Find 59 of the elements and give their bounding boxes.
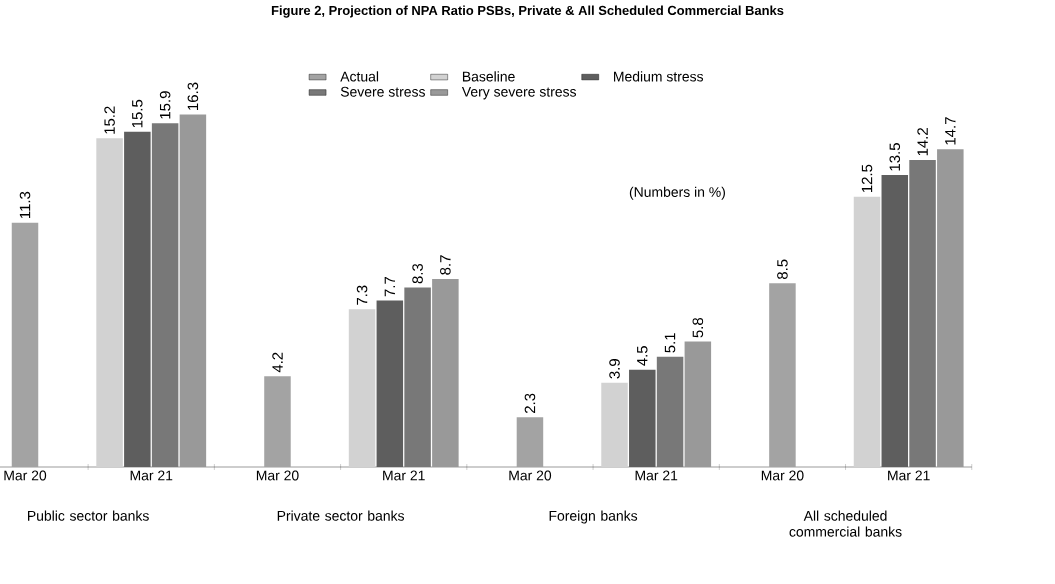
- bar: [629, 369, 656, 467]
- bar: [96, 138, 123, 467]
- data-label: 13.5: [889, 143, 901, 171]
- bar: [376, 300, 404, 467]
- data-label: 3.9: [609, 359, 620, 379]
- bar: [124, 131, 151, 467]
- bar: [432, 278, 459, 467]
- bar: [684, 341, 712, 467]
- bar: [656, 356, 684, 467]
- text: Public sector banks: [28, 510, 149, 521]
- x-tick-label: Mar 21: [888, 470, 930, 481]
- chart-title: Figure 2, Projection of NPA Ratio PSBs, Private & All Scheduled Commercial Banks: [271, 5, 784, 18]
- bar: [516, 417, 544, 467]
- bar: [348, 309, 376, 467]
- data-label: 14.2: [917, 128, 928, 156]
- legend-label: Medium stress: [614, 71, 704, 82]
- x-tick-label: Mar 20: [4, 470, 47, 481]
- data-label: 12.5: [861, 164, 873, 193]
- data-label: 15.9: [159, 91, 171, 119]
- data-label: 8.5: [777, 259, 788, 280]
- data-label: 16.3: [187, 82, 199, 110]
- data-label: 14.7: [945, 117, 956, 145]
- x-tick-label: Mar 21: [130, 470, 173, 481]
- bar: [853, 196, 881, 467]
- data-label: 5.8: [692, 317, 704, 338]
- legend-label: Baseline: [462, 71, 515, 82]
- data-label: 7.7: [384, 276, 395, 297]
- bar: [404, 287, 431, 467]
- text: All scheduled commercial banks: [789, 510, 902, 537]
- bar: [151, 123, 179, 467]
- legend-label: Very severe stress: [461, 86, 577, 100]
- x-tick-label: Mar 20: [256, 470, 299, 481]
- legend-label: Actual: [340, 71, 379, 82]
- data-label: 15.5: [132, 99, 143, 128]
- bar: [179, 114, 207, 467]
- bar: [937, 149, 964, 467]
- annotation: (Numbers in %): [629, 186, 725, 200]
- data-label: 2.3: [524, 393, 536, 413]
- bar: [601, 382, 628, 467]
- data-label: 8.3: [412, 263, 423, 284]
- bar: [909, 159, 936, 467]
- bar: [769, 283, 796, 467]
- data-label: 8.7: [440, 255, 451, 275]
- bar: [264, 376, 291, 467]
- text: Foreign banks: [549, 510, 638, 524]
- data-label: 4.2: [272, 352, 283, 373]
- data-label: 5.1: [664, 333, 676, 353]
- data-label: 11.3: [19, 191, 31, 218]
- x-tick-label: Mar 20: [761, 470, 804, 481]
- bar: [881, 175, 909, 467]
- text: Private sector banks: [277, 510, 405, 521]
- data-label: 4.5: [637, 346, 648, 366]
- data-label: 7.3: [356, 285, 368, 305]
- bar: [11, 222, 39, 467]
- legend-label: Severe stress: [340, 86, 425, 97]
- x-tick-label: Mar 21: [383, 470, 425, 481]
- data-label: 15.2: [104, 106, 115, 134]
- x-tick-label: Mar 20: [509, 470, 552, 481]
- x-tick-label: Mar 21: [635, 470, 678, 481]
